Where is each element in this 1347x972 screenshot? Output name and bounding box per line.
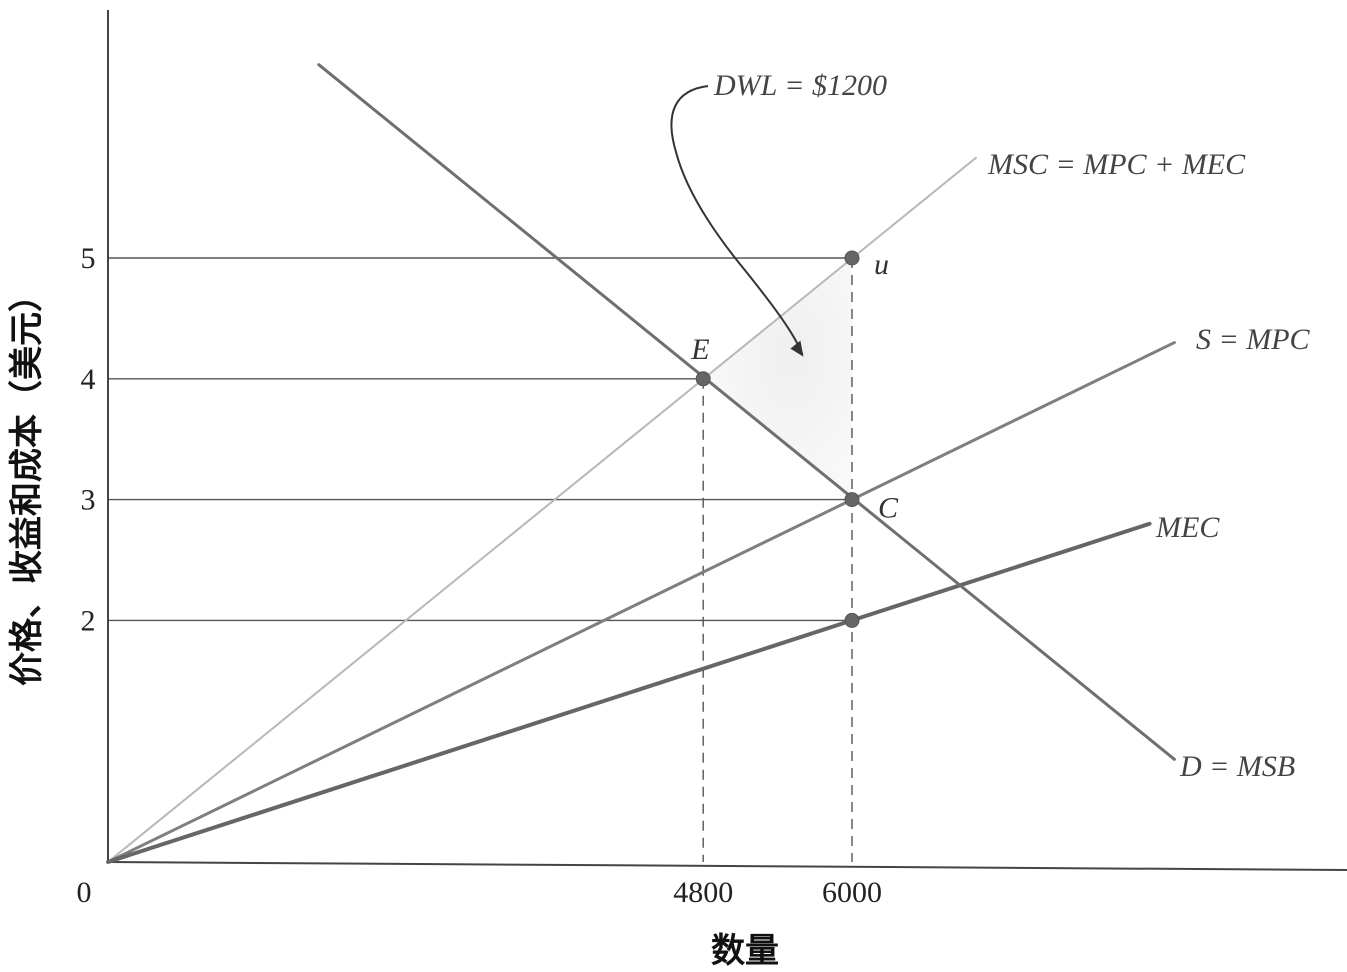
point-marker-unlabeled-3 (844, 612, 860, 628)
point-marker-c-1 (844, 492, 860, 508)
tick-labels: 2 3 4 5 4800 6000 (81, 242, 883, 909)
deadweight-loss-area (703, 258, 852, 500)
x-tick-label-6000: 6000 (822, 876, 882, 909)
series-labels: MSC = MPC + MEC S = MPC MEC D = MSB (987, 148, 1311, 783)
point-label-u: u (874, 248, 889, 281)
plot-background (703, 258, 852, 500)
origin-label: 0 (77, 876, 92, 909)
series-lines (106, 63, 1176, 864)
x-axis-line (107, 861, 1347, 871)
point-markers (695, 250, 860, 628)
dwl-arrowhead (790, 340, 804, 357)
series-line-d-msb-3 (317, 63, 1176, 761)
series-label-s-mpc-1: S = MPC (1196, 323, 1311, 356)
series-line-s-mpc-1 (106, 341, 1176, 864)
axes (107, 10, 1347, 871)
y-axis-title: 价格、收益和成本（美元） (7, 278, 47, 686)
point-label-c: C (878, 492, 899, 525)
point-label-e: E (690, 333, 709, 366)
dwl-label: DWL = $1200 (713, 69, 887, 102)
series-label-d-msb-3: D = MSB (1179, 750, 1295, 783)
series-label-msc-mpc-mec-0: MSC = MPC + MEC (987, 148, 1246, 181)
point-marker-u-2 (844, 250, 860, 266)
x-axis-title: 数量 (711, 931, 779, 971)
series-line-msc-mpc-mec-0 (107, 156, 977, 863)
x-tick-label-4800: 4800 (673, 876, 733, 909)
point-labels: E Cu (690, 248, 899, 525)
guide-lines (108, 257, 853, 862)
axis-titles: 数量 价格、收益和成本（美元） 0 (7, 278, 779, 971)
point-marker-e-0 (695, 371, 711, 387)
dwl-annotation: DWL = $1200 (670, 69, 887, 357)
y-tick-label-4: 4 (81, 363, 96, 396)
dwl-arrow (670, 85, 804, 355)
series-label-mec-2: MEC (1155, 511, 1220, 544)
y-tick-label-5: 5 (81, 242, 96, 275)
y-tick-label-2: 2 (81, 604, 96, 637)
y-tick-label-3: 3 (81, 484, 96, 517)
series-line-mec-2 (106, 521, 1152, 864)
